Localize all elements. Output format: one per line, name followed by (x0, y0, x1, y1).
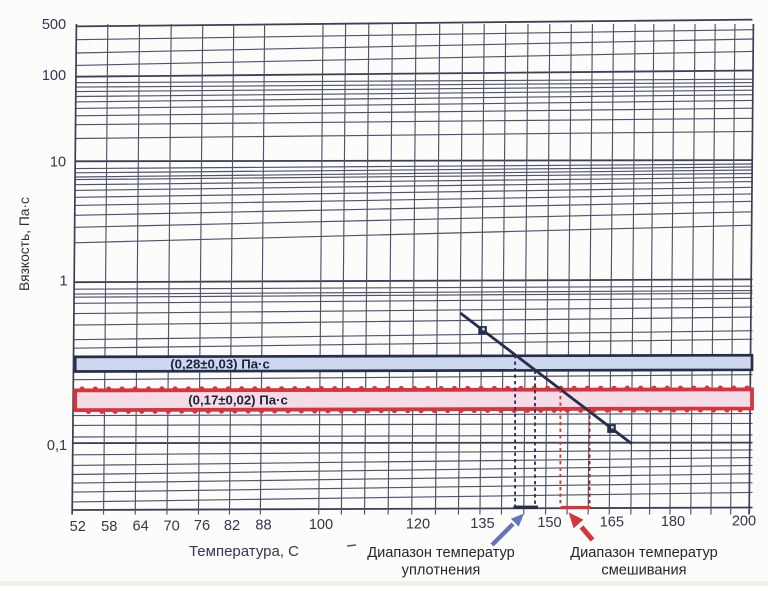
svg-text:82: 82 (224, 518, 240, 534)
svg-text:1: 1 (59, 273, 67, 289)
svg-text:100: 100 (42, 68, 66, 84)
svg-text:Вязкость, Па·с: Вязкость, Па·с (17, 197, 32, 291)
svg-text:180: 180 (661, 514, 685, 530)
svg-text:52: 52 (70, 519, 86, 535)
svg-text:135: 135 (470, 516, 494, 532)
svg-text:Диапазон температур: Диапазон температур (570, 545, 717, 561)
svg-text:120: 120 (406, 516, 430, 532)
svg-text:200: 200 (732, 514, 756, 530)
svg-text:88: 88 (255, 518, 271, 534)
svg-text:100: 100 (309, 517, 333, 533)
svg-text:10: 10 (50, 154, 66, 170)
svg-text:(0,28±0,03) Па·с: (0,28±0,03) Па·с (170, 357, 270, 372)
svg-text:64: 64 (132, 519, 148, 535)
svg-text:58: 58 (101, 519, 117, 535)
svg-text:70: 70 (163, 518, 179, 534)
svg-text:(0,17±0,02) Па·с: (0,17±0,02) Па·с (188, 393, 288, 408)
svg-text:0,1: 0,1 (47, 438, 67, 454)
svg-text:500: 500 (42, 17, 66, 33)
svg-text:Диапазон температур: Диапазон температур (367, 545, 514, 561)
svg-text:76: 76 (194, 518, 210, 534)
svg-text:смешивания: смешивания (601, 563, 686, 579)
svg-text:150: 150 (537, 515, 561, 531)
svg-text:165: 165 (600, 515, 624, 531)
svg-text:уплотнения: уплотнения (402, 563, 481, 579)
svg-text:Температура, С: Температура, С (189, 543, 299, 560)
